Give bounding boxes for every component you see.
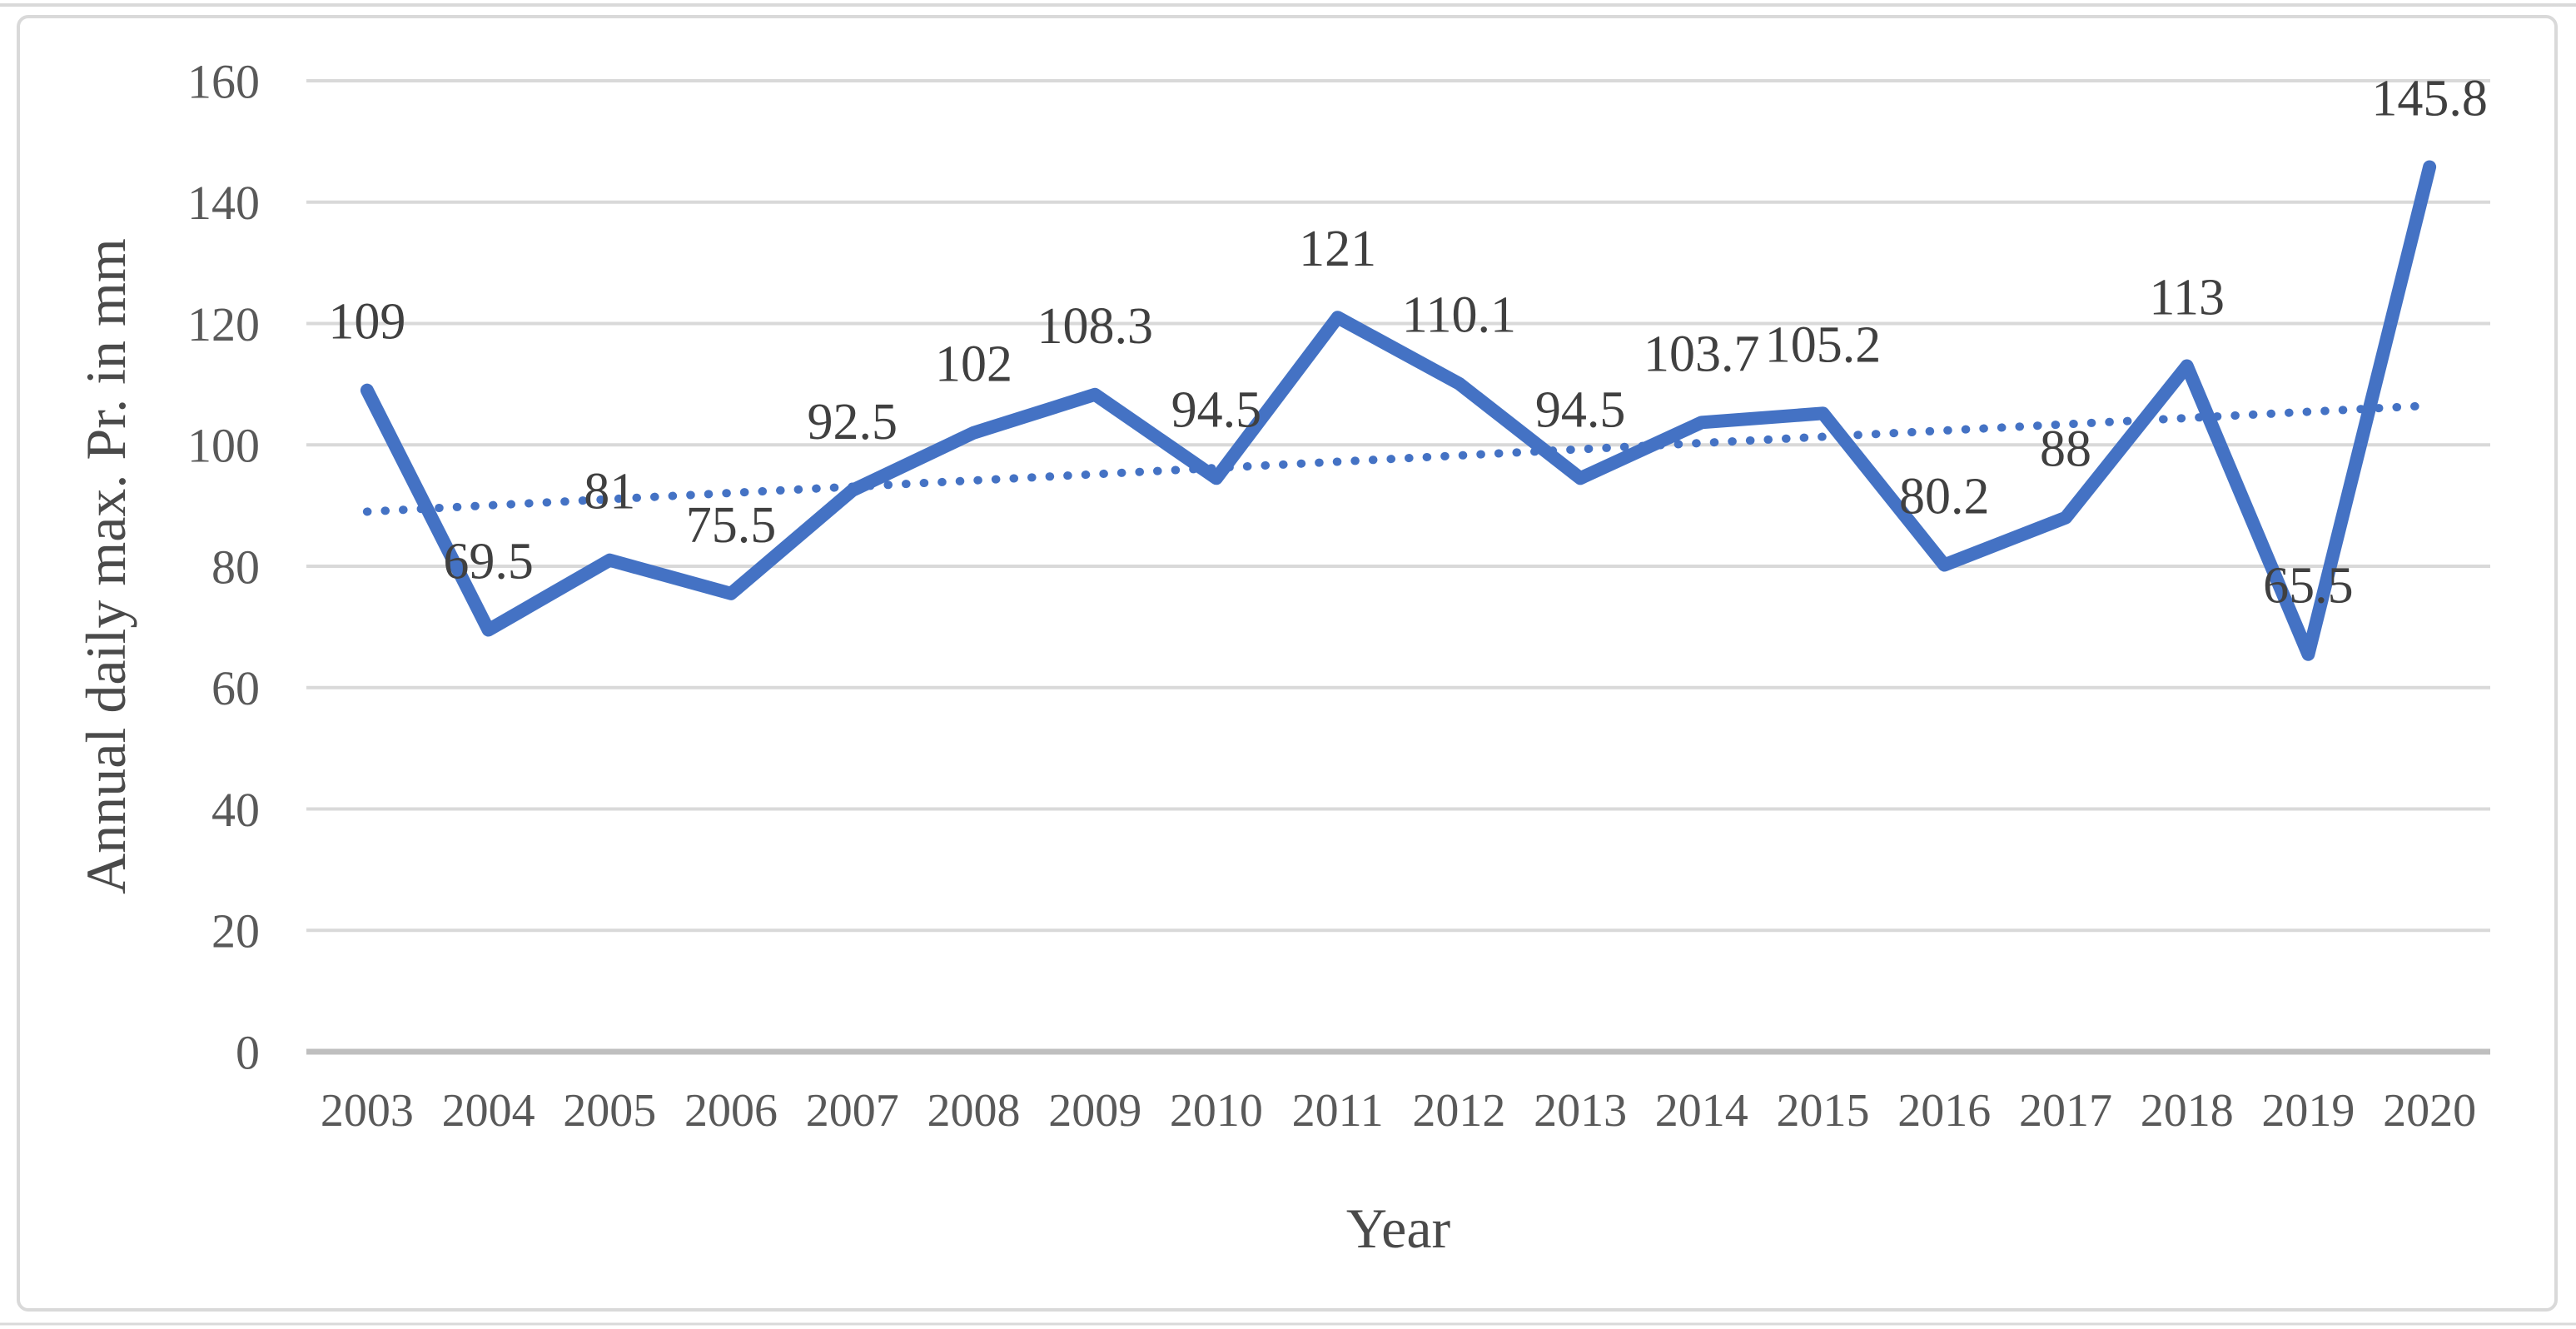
data-label: 94.5 [1535, 381, 1626, 438]
x-tick-label: 2009 [1048, 1085, 1141, 1137]
y-tick-label: 0 [236, 1025, 260, 1079]
y-tick-label: 40 [211, 783, 260, 837]
data-label: 80.2 [1899, 469, 1990, 525]
data-series-line [360, 160, 2437, 661]
data-label: 81 [584, 464, 635, 520]
y-tick-label: 140 [187, 176, 260, 230]
data-label: 108.3 [1037, 298, 1153, 355]
data-label: 109 [328, 294, 405, 351]
data-label: 113 [2149, 270, 2225, 326]
y-tick-label: 20 [211, 904, 260, 958]
y-tick-label: 100 [187, 419, 260, 473]
x-tick-label: 2008 [927, 1085, 1020, 1137]
x-tick-label: 2011 [1292, 1085, 1384, 1137]
x-tick-label: 2017 [2019, 1085, 2112, 1137]
x-tick-label: 2010 [1170, 1085, 1263, 1137]
x-tick-label: 2015 [1777, 1085, 1870, 1137]
x-tick-label: 2019 [2261, 1085, 2355, 1137]
y-tick-label: 160 [187, 54, 260, 108]
data-label: 110.1 [1402, 287, 1516, 344]
data-label: 145.8 [2371, 70, 2488, 127]
gridlines [306, 79, 2490, 1055]
x-tick-label: 2014 [1655, 1085, 1748, 1137]
x-axis-title: Year [1346, 1197, 1451, 1260]
x-tick-label: 2020 [2383, 1085, 2476, 1137]
x-tick-label: 2018 [2141, 1085, 2234, 1137]
trendline [362, 401, 2434, 516]
x-tick-label: 2007 [806, 1085, 899, 1137]
x-tick-label: 2004 [442, 1085, 535, 1137]
data-label: 69.5 [443, 534, 534, 590]
data-label: 121 [1299, 221, 1376, 277]
x-tick-label: 2005 [563, 1085, 656, 1137]
x-tick-label: 2006 [684, 1085, 778, 1137]
x-tick-label: 2003 [321, 1085, 414, 1137]
data-label: 102 [935, 336, 1012, 393]
chart-frame [17, 15, 2558, 1312]
data-label: 88 [2040, 421, 2091, 478]
x-tick-label: 2016 [1897, 1085, 1991, 1137]
x-tick-label: 2012 [1412, 1085, 1505, 1137]
data-label: 92.5 [808, 394, 898, 450]
data-label: 94.5 [1171, 381, 1262, 438]
data-label: 75.5 [686, 497, 777, 554]
x-axis-tick-labels: 2003 2004 2005 2006 2007 2008 2009 2010 2011 2012… [321, 1085, 2476, 1137]
x-tick-label: 2013 [1534, 1085, 1627, 1137]
data-label: 65.5 [2263, 558, 2354, 615]
y-tick-label: 60 [211, 661, 260, 715]
y-tick-label: 120 [187, 297, 260, 351]
data-label: 103.7 [1644, 326, 1760, 382]
y-axis-tick-labels: 0 20 40 60 80 100 120 140 160 [187, 54, 260, 1079]
data-labels: 109 69.5 81 75.5 92.5 102 108.3 94.5 121 110.1 94.… [328, 70, 2488, 614]
y-tick-label: 80 [211, 540, 260, 594]
data-label: 105.2 [1765, 316, 1882, 373]
y-axis-title: Annual daily max. Pr. in mm [74, 238, 137, 894]
